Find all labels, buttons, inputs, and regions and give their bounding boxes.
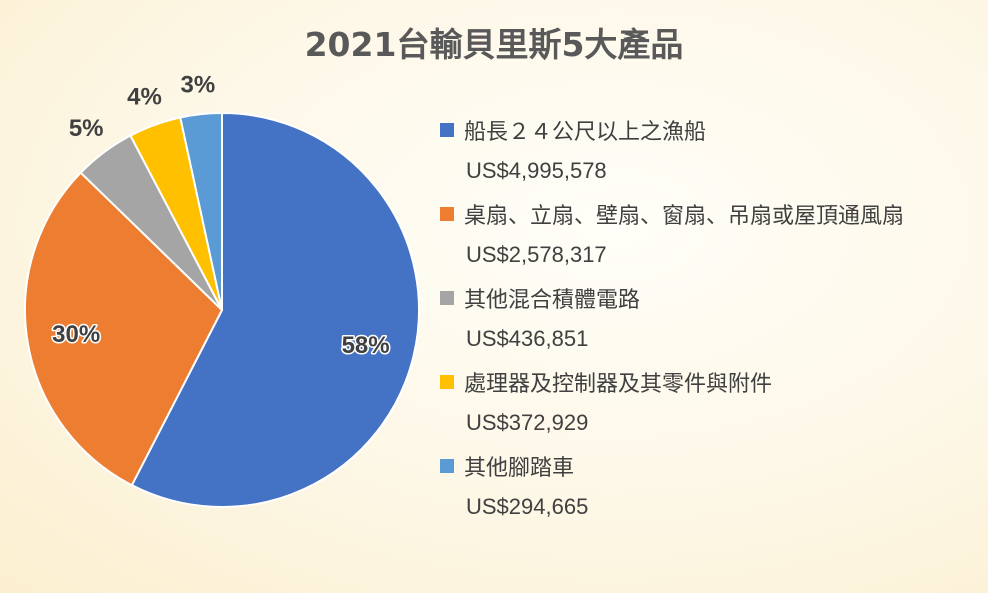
legend-label: 桌扇、立扇、壁扇、窗扇、吊扇或屋頂通風扇 — [464, 204, 905, 229]
pie-chart: 58% 30% 5% 4% 3% — [24, 71, 420, 508]
pie-slice-fishing-vessels — [130, 111, 420, 508]
legend-swatch — [440, 123, 454, 137]
legend-swatch — [440, 291, 454, 305]
legend-label: 其他腳踏車 — [464, 456, 575, 481]
legend-item-fishing-vessels: 船長２４公尺以上之漁船 US$4,995,578 — [440, 112, 980, 196]
pie-percent-label-fans: 30% — [52, 321, 100, 348]
legend-value: US$294,665 — [466, 494, 589, 519]
pie-slice-bicycles — [179, 111, 223, 311]
legend-label: 船長２４公尺以上之漁船 — [464, 120, 707, 145]
chart-title: 2021台輸貝里斯5大產品 — [304, 25, 684, 64]
legend-swatch — [440, 375, 454, 389]
legend-value: US$4,995,578 — [466, 158, 607, 183]
chart-legend: 船長２４公尺以上之漁船 US$4,995,578 桌扇、立扇、壁扇、窗扇、吊扇或… — [440, 112, 980, 532]
legend-swatch — [440, 207, 454, 221]
legend-item-bicycles: 其他腳踏車 US$294,665 — [440, 448, 980, 532]
legend-value: US$2,578,317 — [466, 242, 607, 267]
pie-percent-label-bicycles: 3% — [180, 71, 215, 98]
legend-item-hybrid-ic: 其他混合積體電路 US$436,851 — [440, 280, 980, 364]
pie-percent-label-fishing-vessels: 58% — [342, 332, 390, 359]
pie-percent-label-hybrid-ic: 5% — [69, 115, 104, 142]
pie-slice-fans — [24, 171, 224, 487]
legend-swatch — [440, 459, 454, 473]
legend-label: 其他混合積體電路 — [464, 288, 641, 313]
legend-item-processors: 處理器及控制器及其零件與附件 US$372,929 — [440, 364, 980, 448]
legend-label: 處理器及控制器及其零件與附件 — [464, 372, 773, 397]
pie-percent-label-processors: 4% — [127, 84, 162, 111]
legend-value: US$372,929 — [466, 410, 589, 435]
legend-item-fans: 桌扇、立扇、壁扇、窗扇、吊扇或屋頂通風扇 US$2,578,317 — [440, 196, 980, 280]
legend-value: US$436,851 — [466, 326, 589, 351]
